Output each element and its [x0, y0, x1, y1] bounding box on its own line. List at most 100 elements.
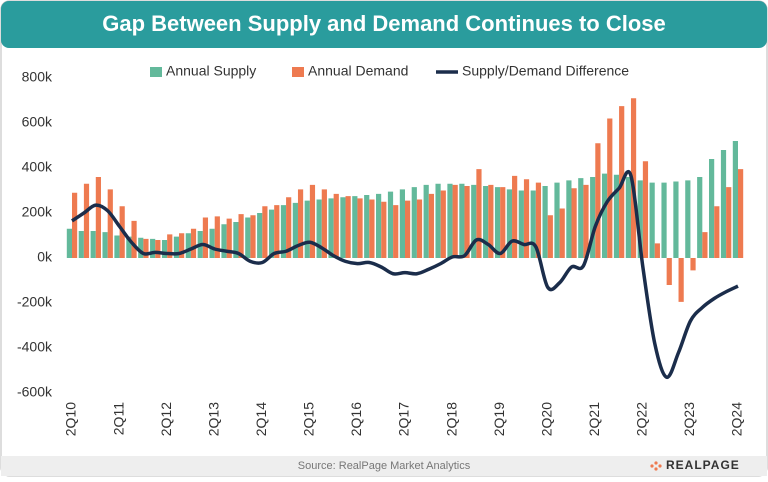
bar [173, 236, 180, 258]
bar [376, 193, 382, 258]
logo-dots [650, 461, 662, 471]
bar [286, 197, 292, 258]
bar [95, 177, 101, 258]
y-tick-label: -400k [17, 339, 53, 355]
bar [590, 177, 596, 258]
chart-title: Gap Between Supply and Demand Continues … [102, 11, 666, 36]
bar [297, 189, 304, 258]
bar [506, 189, 513, 258]
line [71, 169, 739, 379]
bar [393, 205, 399, 258]
bar [547, 215, 553, 258]
x-tick-label: 2Q23 [681, 402, 697, 436]
y-tick-label: 0k [37, 249, 53, 265]
bar [678, 258, 684, 302]
bar [185, 233, 191, 258]
bar [233, 222, 239, 258]
bar [167, 234, 173, 258]
bar [345, 196, 351, 258]
bar [464, 186, 470, 258]
logo: REALPAGE [666, 458, 740, 472]
bar [625, 177, 631, 258]
bar [66, 228, 72, 258]
bar [238, 214, 244, 258]
bar [578, 178, 584, 258]
bar [471, 184, 477, 258]
bar [411, 187, 417, 258]
bar [726, 187, 732, 258]
bar [352, 196, 358, 258]
bar [221, 224, 227, 258]
bar [190, 228, 197, 258]
bar [583, 184, 589, 258]
bar [607, 118, 613, 258]
bar [131, 220, 137, 258]
legend-label: Annual Demand [308, 63, 408, 79]
bar [316, 199, 322, 258]
x-tick-label: 2Q15 [301, 402, 317, 436]
bar [702, 232, 708, 258]
y-tick-label: -600k [17, 384, 53, 400]
bar [542, 186, 548, 258]
bar [202, 217, 209, 258]
bar [274, 205, 280, 258]
bar [447, 183, 453, 258]
legend-swatch [150, 67, 162, 77]
bar [292, 202, 298, 258]
bar [268, 209, 275, 258]
bar [304, 200, 310, 258]
bar [387, 191, 394, 258]
bar [309, 184, 316, 258]
y-tick-label: -200k [17, 294, 53, 310]
bar [226, 218, 232, 258]
bar [435, 183, 441, 258]
x-tick-label: 2Q12 [158, 402, 174, 436]
bar [530, 190, 536, 258]
y-tick-label: 400k [22, 159, 53, 175]
x-tick-label: 2Q14 [253, 402, 269, 436]
legend-swatch [292, 67, 304, 77]
bar [126, 236, 132, 258]
bar [138, 237, 144, 258]
bar [440, 190, 446, 258]
bar [214, 216, 220, 258]
x-tick-label: 2Q16 [348, 402, 364, 436]
x-tick-label: 2Q24 [729, 402, 745, 436]
bar [673, 181, 679, 258]
bar [72, 192, 78, 258]
bar [637, 180, 643, 258]
x-tick-label: 2Q20 [538, 402, 554, 436]
bar [280, 205, 287, 258]
bar [559, 208, 565, 258]
bar [369, 199, 375, 258]
x-tick-label: 2Q21 [586, 402, 602, 436]
bar [459, 183, 465, 258]
bar [245, 217, 251, 258]
bar [102, 232, 108, 258]
title-bar [1, 1, 767, 48]
bar [554, 182, 560, 258]
bar [114, 235, 120, 258]
bar [399, 189, 405, 258]
bar [488, 184, 494, 258]
bar [661, 182, 667, 258]
bar [321, 189, 327, 258]
bar [720, 150, 727, 258]
bar [709, 159, 715, 258]
bar [381, 201, 387, 258]
bar [666, 258, 672, 285]
y-tick-label: 200k [22, 204, 53, 220]
x-tick-label: 2Q18 [443, 402, 459, 436]
bar [333, 193, 339, 258]
bar [90, 231, 96, 258]
bar [685, 180, 691, 258]
bar [649, 182, 655, 258]
bar [535, 182, 542, 258]
x-tick-label: 2Q13 [205, 402, 221, 436]
bar [452, 184, 458, 258]
bar [571, 188, 577, 258]
bar [690, 258, 696, 271]
bar [155, 240, 161, 258]
